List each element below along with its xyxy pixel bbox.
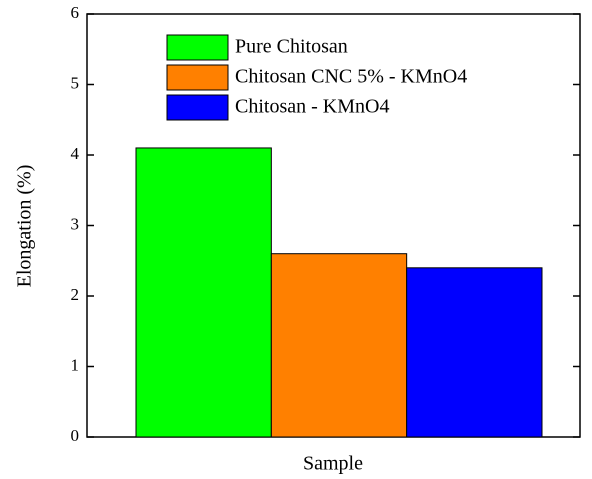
y-tick-label: 1 [71,355,80,374]
legend-swatch [166,64,229,91]
legend-label: Chitosan CNC 5% - KMnO4 [235,66,467,88]
legend-label: Chitosan - KMnO4 [235,96,389,118]
y-tick-label: 0 [71,426,80,445]
bar [270,253,408,438]
plot: 0 1 2 3 4 5 6 Pure Chitosan Chitosan CNC 5% - KM… [71,3,580,445]
y-tick-label: 4 [71,144,80,163]
y-tick-label: 2 [71,285,80,304]
y-axis-label: Elongation (%) [14,165,36,288]
legend-swatch [166,94,229,121]
bar [135,147,272,438]
legend-label: Pure Chitosan [235,36,348,58]
y-tick-label: 6 [71,3,80,22]
y-tick-label: 3 [71,214,80,233]
legend-swatch [166,34,229,61]
x-axis-label: Sample [303,453,363,475]
bar [406,267,543,438]
y-tick-label: 5 [71,73,80,92]
